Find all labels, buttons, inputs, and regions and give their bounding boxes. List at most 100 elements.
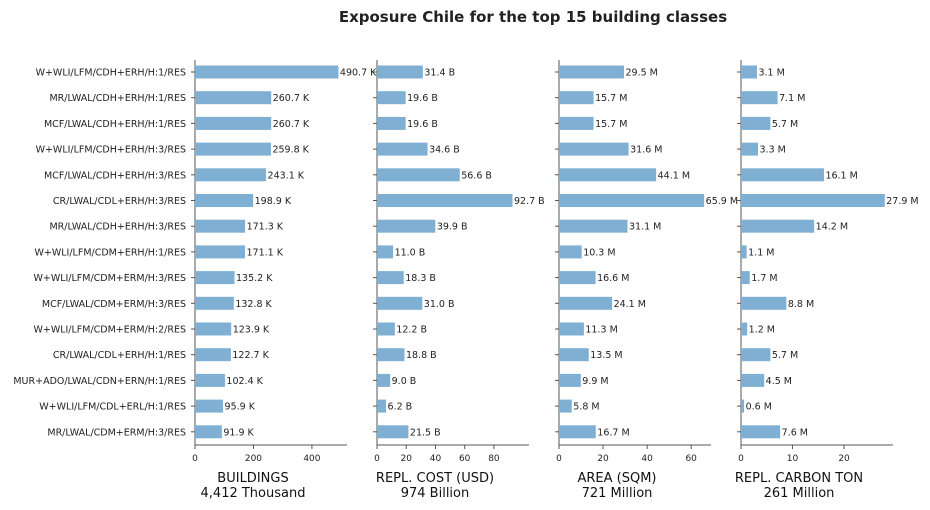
bar <box>559 168 657 182</box>
bar <box>377 142 428 156</box>
bar-value-label: 1.7 M <box>751 273 777 284</box>
bar <box>195 348 231 362</box>
bar-value-label: 31.1 M <box>629 222 661 233</box>
x-axis-label: REPL. CARBON TON <box>735 471 863 486</box>
bar-value-label: 1.2 M <box>749 325 775 336</box>
bar <box>741 322 748 336</box>
bar <box>741 399 745 413</box>
bar-value-label: 15.7 M <box>595 93 627 104</box>
bar <box>195 168 267 182</box>
bar-value-label: 39.9 B <box>437 222 468 233</box>
category-label: W+WLI/LFM/CDH+ERH/H:1/RES <box>36 68 186 79</box>
x-axis-label: REPL. COST (USD) <box>376 471 494 486</box>
bar <box>559 322 584 336</box>
bar-value-label: 16.1 M <box>825 170 857 181</box>
category-label: W+WLI/LFM/CDL+ERL/H:1/RES <box>39 402 186 413</box>
x-tick-label: 0 <box>192 454 198 464</box>
bar <box>195 373 225 387</box>
bar <box>741 296 787 310</box>
category-label: W+WLI/LFM/CDM+ERM/H:3/RES <box>33 273 186 284</box>
bar <box>195 219 246 233</box>
bar-value-label: 27.9 M <box>886 196 918 207</box>
bar <box>195 271 235 285</box>
bar-value-label: 490.7 K <box>340 68 377 79</box>
bar <box>377 91 406 105</box>
category-label: MCF/LWAL/CDM+ERM/H:3/RES <box>42 299 186 310</box>
bar <box>741 168 824 182</box>
bar-value-label: 171.1 K <box>247 247 284 258</box>
bar <box>195 91 272 105</box>
bar-value-label: 19.6 B <box>407 93 438 104</box>
chart-title: Exposure Chile for the top 15 building c… <box>339 8 727 26</box>
bar-value-label: 18.8 B <box>406 350 437 361</box>
bar-value-label: 7.1 M <box>779 93 805 104</box>
bar-value-label: 0.6 M <box>746 402 772 413</box>
bar <box>741 116 771 130</box>
bar-value-label: 132.8 K <box>235 299 272 310</box>
bar-value-label: 16.6 M <box>597 273 629 284</box>
bar <box>559 271 596 285</box>
bar <box>559 425 596 439</box>
category-label: W+WLI/LFM/CDM+ERM/H:2/RES <box>33 325 186 336</box>
x-tick-label: 200 <box>245 454 262 464</box>
category-labels: W+WLI/LFM/CDH+ERH/H:1/RES MR/LWAL/CDH+ERH… <box>13 68 186 439</box>
bar <box>377 116 406 130</box>
bar-value-label: 5.7 M <box>772 119 798 130</box>
bar <box>377 194 513 207</box>
category-label: MR/LWAL/CDH+ERH/H:3/RES <box>49 222 186 233</box>
bar <box>559 65 624 79</box>
category-label: CR/LWAL/CDL+ERH/H:1/RES <box>53 350 186 361</box>
x-tick-label: 10 <box>787 454 799 464</box>
x-axis-label: AREA (SQM) <box>577 471 656 486</box>
x-tick-label: 0 <box>738 454 744 464</box>
bar <box>559 116 594 130</box>
bar-value-label: 171.3 K <box>247 222 284 233</box>
bar <box>195 116 272 130</box>
bar <box>377 373 391 387</box>
bar-value-label: 11.3 M <box>585 325 617 336</box>
bar <box>195 245 246 259</box>
bar-value-label: 243.1 K <box>268 170 305 181</box>
bar-value-label: 8.8 M <box>788 299 814 310</box>
bar <box>377 296 423 310</box>
bar <box>741 142 759 156</box>
bar-value-label: 16.7 M <box>597 427 629 438</box>
x-tick-label: 40 <box>430 454 442 464</box>
x-tick-label: 20 <box>838 454 850 464</box>
bar <box>559 219 628 233</box>
bar <box>377 348 405 362</box>
bar <box>195 65 339 79</box>
bar-value-label: 34.6 B <box>429 145 460 156</box>
bar-value-label: 91.9 K <box>223 427 254 438</box>
bar-value-label: 18.3 B <box>405 273 436 284</box>
bar-value-label: 5.7 M <box>772 350 798 361</box>
bar <box>741 91 778 105</box>
bar-value-label: 5.8 M <box>573 402 599 413</box>
bar <box>195 296 234 310</box>
bar-value-label: 31.4 B <box>424 68 455 79</box>
x-tick-label: 60 <box>459 454 471 464</box>
bar-value-label: 10.3 M <box>583 247 615 258</box>
bar <box>377 65 423 79</box>
x-axis-total: 721 Million <box>582 486 653 501</box>
bar-value-label: 4.5 M <box>766 376 792 387</box>
category-label: MR/LWAL/CDH+ERH/H:1/RES <box>49 93 186 104</box>
bar <box>377 219 436 233</box>
bar <box>741 271 750 285</box>
bar-value-label: 15.7 M <box>595 119 627 130</box>
bar <box>741 194 885 207</box>
bar <box>195 194 254 207</box>
bar-value-label: 122.7 K <box>232 350 269 361</box>
bar <box>741 245 747 259</box>
x-tick-label: 0 <box>556 454 562 464</box>
category-label: W+WLI/LFM/CDM+ERH/H:1/RES <box>35 247 186 258</box>
bar-value-label: 65.9 M <box>706 196 738 207</box>
bar-value-label: 44.1 M <box>658 170 690 181</box>
category-label: MR/LWAL/CDM+ERM/H:3/RES <box>47 427 186 438</box>
x-tick-label: 20 <box>401 454 413 464</box>
bar-value-label: 1.1 M <box>748 247 774 258</box>
bar <box>195 399 224 413</box>
bar-value-label: 21.5 B <box>410 427 441 438</box>
category-label: CR/LWAL/CDL+ERH/H:3/RES <box>53 196 186 207</box>
